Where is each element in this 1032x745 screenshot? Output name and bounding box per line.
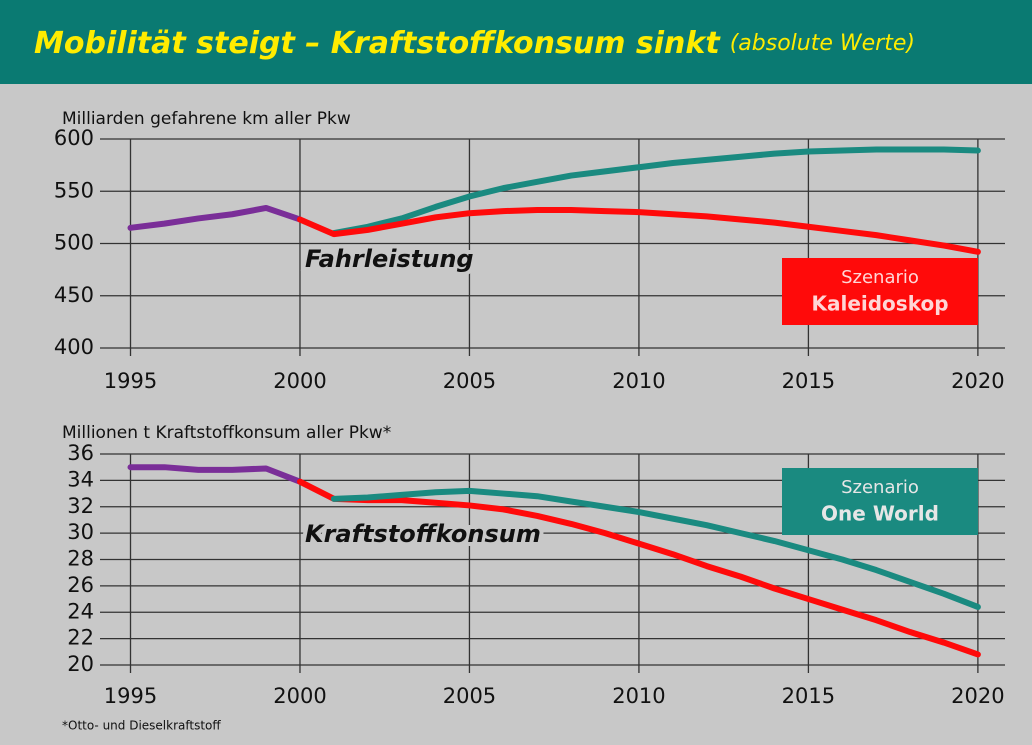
- x-tick-label: 2000: [273, 684, 326, 708]
- y-tick-label: 20: [67, 652, 94, 676]
- y-tick-label: 500: [54, 231, 94, 255]
- annotation: Kraftstoffkonsum: [305, 520, 541, 548]
- series-line: [296, 478, 981, 658]
- series-line: [330, 487, 981, 610]
- series-line: [296, 207, 981, 255]
- y-tick-label: 550: [54, 178, 94, 202]
- x-tick-label: 1995: [104, 684, 157, 708]
- x-tick-label: 2010: [612, 369, 665, 393]
- y-axis-label: Milliarden gefahrene km aller Pkw: [62, 109, 351, 129]
- y-tick-label: 30: [67, 520, 94, 544]
- legend-label: Kaleidoskop: [811, 292, 948, 316]
- x-tick-label: 2015: [782, 684, 835, 708]
- series-line: [127, 204, 303, 231]
- y-tick-label: 22: [67, 626, 94, 650]
- legend-box: [782, 468, 978, 535]
- x-tick-label: 2015: [782, 369, 835, 393]
- y-tick-label: 400: [54, 335, 94, 359]
- series-line: [330, 146, 981, 237]
- legend-label: One World: [821, 502, 939, 526]
- y-tick-label: 34: [67, 467, 94, 491]
- legend-heading: Szenario: [841, 267, 919, 288]
- legend-heading: Szenario: [841, 477, 919, 498]
- x-tick-label: 2020: [951, 684, 1004, 708]
- legend-box: [782, 258, 978, 325]
- y-axis-label: Millionen t Kraftstoffkonsum aller Pkw*: [62, 423, 391, 443]
- footnote: *Otto- und Dieselkraftstoff: [62, 719, 221, 733]
- x-tick-label: 2005: [443, 684, 496, 708]
- series-line: [127, 464, 303, 485]
- x-tick-label: 2005: [443, 369, 496, 393]
- x-tick-label: 2010: [612, 684, 665, 708]
- y-tick-label: 32: [67, 494, 94, 518]
- y-tick-label: 36: [67, 441, 94, 465]
- x-tick-label: 2020: [951, 369, 1004, 393]
- y-tick-label: 28: [67, 547, 94, 571]
- y-tick-label: 24: [67, 599, 94, 623]
- title: Mobilität steigt – Kraftstoffkonsum sink…: [34, 26, 915, 61]
- subtitle: (absolute Werte): [730, 31, 915, 56]
- header-bar: [0, 0, 1032, 84]
- title-text: Mobilität steigt – Kraftstoffkonsum sink…: [34, 26, 721, 61]
- y-tick-label: 26: [67, 573, 94, 597]
- y-tick-label: 450: [54, 283, 94, 307]
- x-tick-label: 1995: [104, 369, 157, 393]
- x-tick-label: 2000: [273, 369, 326, 393]
- annotation: Fahrleistung: [305, 245, 474, 273]
- y-tick-label: 600: [54, 126, 94, 150]
